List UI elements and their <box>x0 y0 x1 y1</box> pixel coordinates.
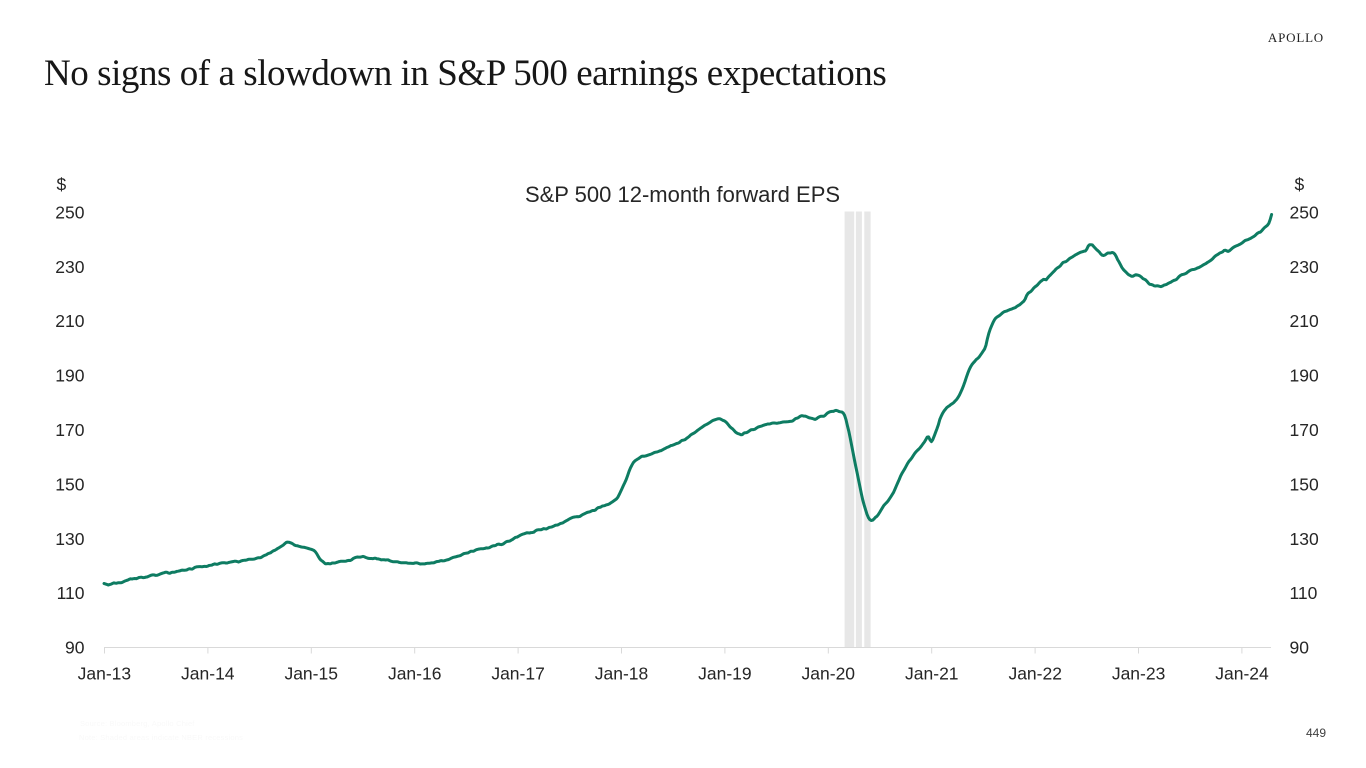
svg-text:170: 170 <box>55 420 84 440</box>
svg-text:S&P 500 12-month forward EPS: S&P 500 12-month forward EPS <box>525 182 840 207</box>
svg-text:250: 250 <box>55 203 84 223</box>
svg-text:Jan-22: Jan-22 <box>1008 664 1062 684</box>
svg-text:230: 230 <box>1290 257 1319 277</box>
svg-text:Jan-18: Jan-18 <box>595 664 649 684</box>
svg-text:230: 230 <box>55 257 84 277</box>
svg-text:Jan-17: Jan-17 <box>491 664 545 684</box>
svg-text:170: 170 <box>1290 420 1319 440</box>
svg-text:90: 90 <box>65 638 85 658</box>
svg-text:Jan-15: Jan-15 <box>284 664 338 684</box>
svg-text:Jan-21: Jan-21 <box>905 664 959 684</box>
svg-text:110: 110 <box>1290 583 1318 603</box>
svg-text:Jan-24: Jan-24 <box>1215 664 1269 684</box>
svg-text:250: 250 <box>1290 203 1319 223</box>
svg-text:210: 210 <box>1290 311 1319 331</box>
svg-text:130: 130 <box>1290 529 1319 549</box>
svg-text:90: 90 <box>1290 638 1310 658</box>
svg-text:Jan-23: Jan-23 <box>1112 664 1166 684</box>
svg-text:130: 130 <box>55 529 84 549</box>
svg-text:$: $ <box>1295 175 1305 195</box>
svg-text:$: $ <box>57 175 67 195</box>
svg-text:210: 210 <box>55 311 84 331</box>
svg-text:190: 190 <box>55 366 84 386</box>
svg-text:190: 190 <box>1290 366 1319 386</box>
svg-text:Jan-14: Jan-14 <box>181 664 235 684</box>
svg-text:Jan-20: Jan-20 <box>802 664 856 684</box>
svg-text:Jan-19: Jan-19 <box>698 664 752 684</box>
svg-text:Jan-16: Jan-16 <box>388 664 442 684</box>
svg-text:Jan-13: Jan-13 <box>78 664 132 684</box>
svg-text:110: 110 <box>57 583 85 603</box>
svg-text:150: 150 <box>55 474 84 494</box>
svg-text:150: 150 <box>1290 474 1319 494</box>
